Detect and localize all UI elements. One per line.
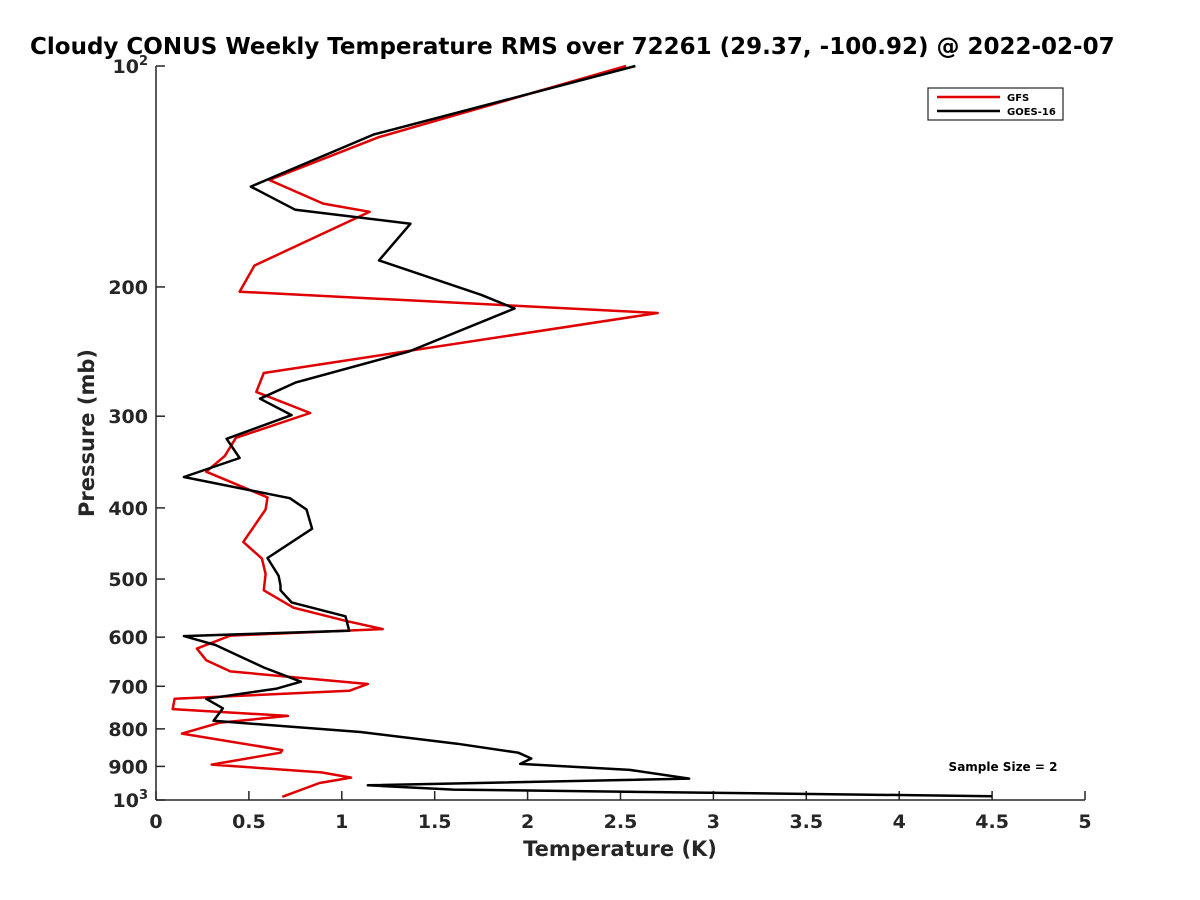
legend-label-goes-16: GOES-16 — [1007, 107, 1056, 118]
legend-box — [927, 87, 1064, 121]
y-tick-label: 400 — [108, 498, 148, 520]
y-tick-label: 900 — [108, 756, 148, 778]
y-tick-label: 300 — [108, 406, 148, 428]
x-tick-label: 1 — [335, 811, 348, 833]
x-tick-label: 4 — [893, 811, 906, 833]
axes: 0 0.5 1 1.5 2 2.5 3 3.5 4 4.5 5 102 200 300 400 500 600 7… — [108, 54, 1091, 833]
y-tick-label: 103 — [113, 788, 149, 812]
chart-title: Cloudy CONUS Weekly Temperature RMS over… — [30, 34, 1115, 60]
x-tick-label: 3.5 — [789, 811, 823, 833]
series-layer — [171, 64, 993, 798]
x-axis-label: Temperature (K) — [523, 837, 717, 861]
x-tick-label: 5 — [1078, 811, 1091, 833]
x-tick-label: 1.5 — [418, 811, 452, 833]
legend: GFS GOES-16 — [927, 87, 1064, 121]
x-tick-label: 4.5 — [975, 811, 1009, 833]
y-tick-label: 800 — [108, 719, 148, 741]
y-axis-label: Pressure (mb) — [75, 349, 99, 517]
x-tick-label: 2 — [521, 811, 534, 833]
x-tick-label: 3 — [707, 811, 720, 833]
legend-label-gfs: GFS — [1007, 93, 1029, 104]
series-line-goes-16 — [182, 64, 993, 798]
y-tick-label: 200 — [108, 277, 148, 299]
x-tick-label: 0 — [149, 811, 162, 833]
y-tick-label: 500 — [108, 569, 148, 591]
x-tick-label: 0.5 — [232, 811, 266, 833]
x-tick-label: 2.5 — [604, 811, 638, 833]
y-tick-label: 700 — [108, 676, 148, 698]
y-tick-label: 102 — [113, 54, 149, 78]
series-line-gfs — [171, 64, 659, 798]
sample-size-annotation: Sample Size = 2 — [949, 760, 1058, 774]
y-tick-label: 600 — [108, 627, 148, 649]
